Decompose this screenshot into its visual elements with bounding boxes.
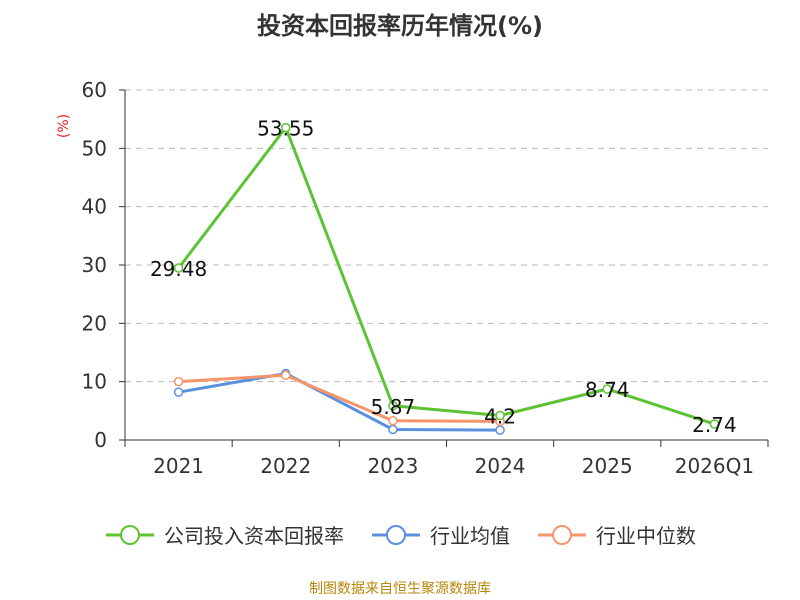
y-tick-label: 10 (82, 370, 107, 394)
legend-label: 行业均值 (430, 524, 510, 548)
x-tick-label: 2023 (367, 454, 418, 478)
y-axis-unit-label: (%) (56, 114, 72, 138)
series-line-company (177, 126, 715, 426)
source-note: 制图数据来自恒生聚源数据库 (309, 581, 491, 597)
data-label: 4.2 (484, 405, 516, 429)
y-tick-label: 60 (82, 78, 107, 102)
data-point-industry_avg (388, 424, 398, 435)
x-tick-label: 2024 (475, 454, 526, 478)
data-point-company (495, 410, 505, 421)
x-tick-label: 2022 (260, 454, 311, 478)
data-point-industry_median (388, 416, 398, 426)
data-label: 8.74 (585, 378, 630, 402)
data-label: 53.55 (257, 117, 314, 141)
data-point-company (388, 401, 398, 411)
series-line-industry_median (178, 373, 501, 423)
data-point-industry_avg (173, 387, 184, 397)
y-tick-label: 0 (94, 428, 107, 452)
x-tick-label: 2021 (153, 454, 204, 478)
data-label: 29.48 (150, 257, 207, 281)
data-point-company (709, 419, 720, 429)
legend-marker-icon (372, 524, 420, 545)
x-tick-label: 2025 (582, 454, 633, 478)
series-line-industry_avg (178, 372, 501, 432)
x-tick-label: 2026Q1 (675, 454, 754, 478)
legend-item[interactable]: 行业均值 (370, 520, 510, 549)
legend-marker-icon (106, 524, 154, 545)
data-point-company (602, 384, 612, 394)
y-tick-label: 30 (82, 253, 107, 277)
data-point-company (173, 263, 184, 273)
y-tick-label: 20 (82, 311, 107, 335)
legend-item[interactable]: 行业中位数 (536, 520, 696, 549)
chart-title: 投资本回报率历年情况(%) (257, 12, 543, 40)
data-point-company (281, 122, 291, 133)
legend-label: 公司投入资本回报率 (164, 524, 344, 548)
y-tick-label: 40 (82, 195, 107, 219)
data-label: 2.74 (692, 413, 737, 437)
legend-label: 行业中位数 (596, 524, 696, 548)
data-point-industry_median (281, 370, 291, 380)
y-tick-label: 50 (82, 136, 107, 160)
data-label: 5.87 (371, 395, 416, 419)
data-point-industry_median (173, 376, 184, 387)
legend-item[interactable]: 公司投入资本回报率 (104, 520, 344, 549)
legend: 公司投入资本回报率 行业均值 行业中位数 (0, 520, 800, 549)
legend-marker-icon (538, 524, 586, 545)
